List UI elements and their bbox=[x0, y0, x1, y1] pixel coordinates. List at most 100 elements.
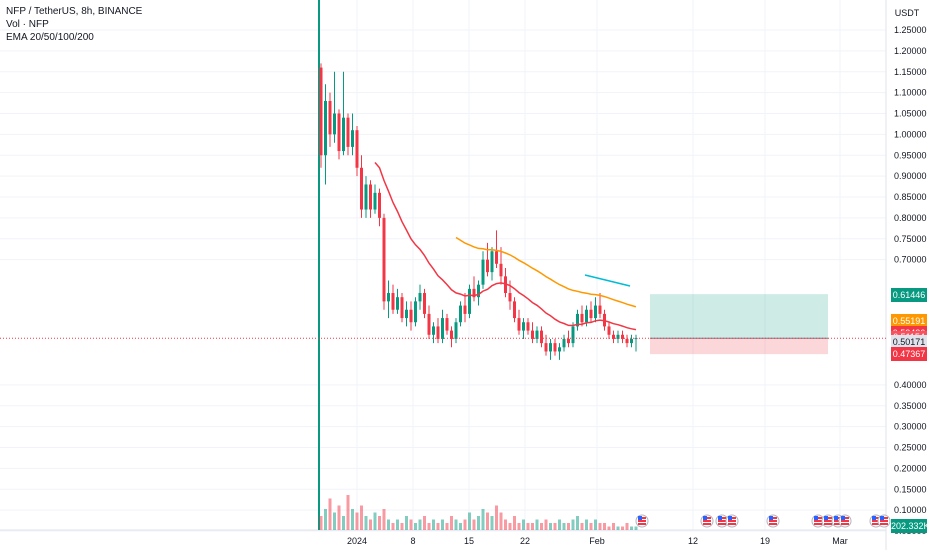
volume-bar bbox=[342, 516, 345, 530]
candle-body bbox=[486, 259, 489, 273]
candle-body bbox=[328, 100, 332, 135]
candle-body bbox=[585, 309, 588, 323]
volume-bar bbox=[508, 523, 512, 530]
candle-body bbox=[418, 293, 422, 302]
candle-body bbox=[454, 322, 458, 339]
volume-bar bbox=[396, 519, 399, 530]
volume-bar bbox=[477, 516, 480, 530]
volume-bar bbox=[468, 512, 471, 530]
us-flag-event-icon[interactable] bbox=[821, 514, 835, 528]
candle-body bbox=[436, 326, 440, 339]
candle-body bbox=[540, 330, 543, 344]
volume-bar bbox=[603, 523, 606, 530]
ema-100-line bbox=[584, 274, 631, 287]
volume-bar bbox=[387, 519, 390, 530]
volume-bar bbox=[319, 516, 323, 530]
volume-bar bbox=[351, 509, 354, 530]
volume-bar bbox=[513, 516, 516, 530]
candle-body bbox=[319, 67, 323, 156]
volume-bar bbox=[553, 523, 557, 530]
candle-body bbox=[414, 301, 417, 323]
volume-bar bbox=[414, 523, 417, 530]
price-tick-label: 0.10000 bbox=[894, 505, 927, 515]
volume-bar bbox=[436, 523, 440, 530]
position-stop-zone bbox=[650, 338, 828, 355]
us-flag-event-icon[interactable] bbox=[725, 514, 739, 528]
candle-body bbox=[463, 305, 467, 314]
volume-bar bbox=[598, 523, 602, 530]
price-tag[interactable]: 0.55191 bbox=[891, 314, 927, 329]
candle-body bbox=[468, 288, 471, 314]
price-tick-label: 0.80000 bbox=[894, 213, 927, 223]
price-tick-label: 1.10000 bbox=[894, 88, 927, 98]
candle-body bbox=[333, 113, 336, 135]
price-tag-value: 0.61446 bbox=[892, 290, 926, 301]
volume-indicator-label[interactable]: Vol · NFP bbox=[6, 19, 49, 30]
currency-label[interactable]: USDT bbox=[894, 8, 920, 18]
volume-bar bbox=[454, 519, 458, 530]
volume-bar bbox=[445, 523, 449, 530]
symbol-title[interactable]: NFP / TetherUS, 8h, BINANCE bbox=[6, 6, 143, 17]
price-tag[interactable]: 0.61446 bbox=[891, 288, 927, 303]
volume-bar bbox=[589, 523, 593, 530]
volume-bar bbox=[427, 523, 431, 530]
candle-body bbox=[378, 192, 381, 218]
candle-body bbox=[387, 293, 390, 302]
volume-bar bbox=[337, 505, 341, 530]
candle-body bbox=[396, 297, 399, 310]
price-tag-value: 0.55191 bbox=[892, 316, 926, 327]
time-tick-label: 15 bbox=[464, 536, 474, 546]
volume-bar bbox=[432, 519, 435, 530]
candle-body bbox=[351, 130, 354, 147]
price-tick-label: 1.05000 bbox=[894, 109, 927, 119]
volume-bar bbox=[472, 519, 476, 530]
candle-body bbox=[490, 251, 494, 273]
candle-body bbox=[495, 251, 498, 264]
volume-bar bbox=[535, 519, 539, 530]
volume-bar bbox=[405, 516, 408, 530]
candle-body bbox=[445, 318, 449, 331]
candle-body bbox=[598, 305, 602, 314]
candle-body bbox=[373, 192, 377, 210]
price-tick-label: 0.85000 bbox=[894, 192, 927, 202]
volume-bar bbox=[612, 523, 615, 530]
ema-indicator-label[interactable]: EMA 20/50/100/200 bbox=[6, 32, 94, 43]
us-flag-event-icon[interactable] bbox=[700, 514, 714, 528]
us-flag-event-icon[interactable] bbox=[766, 514, 780, 528]
price-tick-label: 0.75000 bbox=[894, 234, 927, 244]
price-tick-label: 0.15000 bbox=[894, 484, 927, 494]
price-tag[interactable]: 0.50171 bbox=[891, 335, 927, 350]
volume-value-tag[interactable]: 202.332K bbox=[891, 519, 930, 533]
candle-body bbox=[324, 100, 327, 156]
candle-body bbox=[472, 288, 476, 298]
volume-bar bbox=[616, 526, 620, 530]
volume-bar bbox=[540, 523, 543, 530]
volume-bars bbox=[319, 495, 638, 530]
time-tick-label: 22 bbox=[520, 536, 530, 546]
candle-body bbox=[544, 343, 548, 352]
candle-body bbox=[531, 330, 534, 339]
volume-bar bbox=[486, 512, 489, 530]
us-flag-event-icon[interactable] bbox=[635, 514, 649, 528]
candle-body bbox=[526, 322, 530, 331]
volume-bar bbox=[585, 519, 588, 530]
volume-bar bbox=[382, 509, 386, 530]
us-flag-event-icon[interactable] bbox=[838, 514, 852, 528]
candle-body bbox=[459, 305, 462, 323]
volume-bar bbox=[364, 516, 368, 530]
time-tick-label: 8 bbox=[410, 536, 415, 546]
us-flag-event-icon[interactable] bbox=[877, 514, 891, 528]
price-tick-label: 0.95000 bbox=[894, 150, 927, 160]
candle-body bbox=[481, 259, 485, 285]
candle-body bbox=[553, 343, 557, 352]
volume-bar bbox=[463, 519, 467, 530]
volume-bar bbox=[450, 516, 453, 530]
candle-body bbox=[382, 217, 386, 302]
volume-bar bbox=[333, 512, 336, 530]
price-tag[interactable]: 0.47367 bbox=[891, 347, 927, 362]
price-tick-label: 0.40000 bbox=[894, 380, 927, 390]
grid bbox=[0, 0, 886, 532]
candle-body bbox=[342, 117, 345, 152]
